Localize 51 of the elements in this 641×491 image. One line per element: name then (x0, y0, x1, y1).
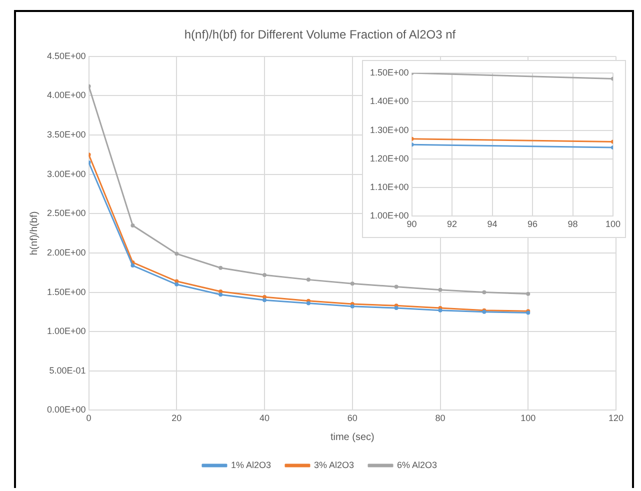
y-tick-label: 1.40E+00 (370, 96, 409, 106)
x-tick-label: 120 (608, 413, 624, 424)
y-tick-label: 1.10E+00 (370, 182, 409, 192)
y-tick-label: 1.00E+00 (370, 210, 409, 221)
point (218, 292, 223, 297)
point (130, 264, 135, 268)
legend-label: 1% Al2O3 (230, 460, 271, 470)
y-tick-label: 4.00E+00 (46, 90, 86, 100)
x-tick-label: 90 (406, 219, 417, 230)
x-axis-title: time (sec) (330, 432, 374, 443)
x-tick-label: 60 (347, 413, 358, 424)
point (262, 298, 267, 302)
x-tick-label: 0 (86, 413, 92, 424)
point (438, 308, 442, 312)
x-tick-label: 40 (260, 413, 270, 424)
y-tick-label: 1.50E+00 (46, 286, 86, 297)
point (482, 290, 486, 294)
point (306, 301, 310, 306)
point (174, 282, 179, 286)
y-tick-label: 5.00E-01 (49, 365, 86, 376)
x-tick-label: 94 (487, 219, 498, 230)
legend-label: 3% Al2O3 (314, 460, 354, 470)
point (306, 278, 310, 282)
y-tick-label: 1.00E+00 (46, 326, 86, 336)
y-tick-label: 4.50E+00 (46, 50, 86, 61)
y-tick-label: 1.30E+00 (370, 124, 409, 135)
point (174, 252, 179, 256)
y-tick-label: 0.00E+00 (46, 404, 86, 415)
point (130, 223, 135, 228)
legend-label: 6% Al2O3 (397, 460, 438, 470)
point (394, 284, 398, 289)
chart-title: h(nf)/h(bf) for Different Volume Fraction of Al2O3 nf (184, 28, 456, 42)
x-tick-label: 96 (528, 219, 538, 230)
x-tick-label: 100 (520, 413, 536, 424)
x-tick-label: 20 (172, 413, 182, 424)
x-tick-label: 100 (605, 219, 621, 230)
point (350, 282, 354, 286)
y-tick-label: 1.50E+00 (370, 67, 409, 78)
point (526, 292, 530, 296)
y-tick-label: 2.50E+00 (46, 208, 86, 218)
y-tick-label: 3.50E+00 (46, 130, 86, 140)
x-tick-label: 92 (447, 219, 458, 230)
x-tick-label: 98 (568, 219, 578, 230)
y-tick-label: 2.00E+00 (46, 247, 86, 258)
y-axis-title: h(nf)/h(bf) (28, 211, 40, 256)
point (438, 288, 442, 292)
x-tick-label: 80 (435, 413, 446, 424)
point (262, 272, 267, 277)
y-tick-label: 3.00E+00 (46, 168, 86, 179)
y-tick-label: 1.20E+00 (370, 153, 409, 164)
point (218, 266, 223, 270)
